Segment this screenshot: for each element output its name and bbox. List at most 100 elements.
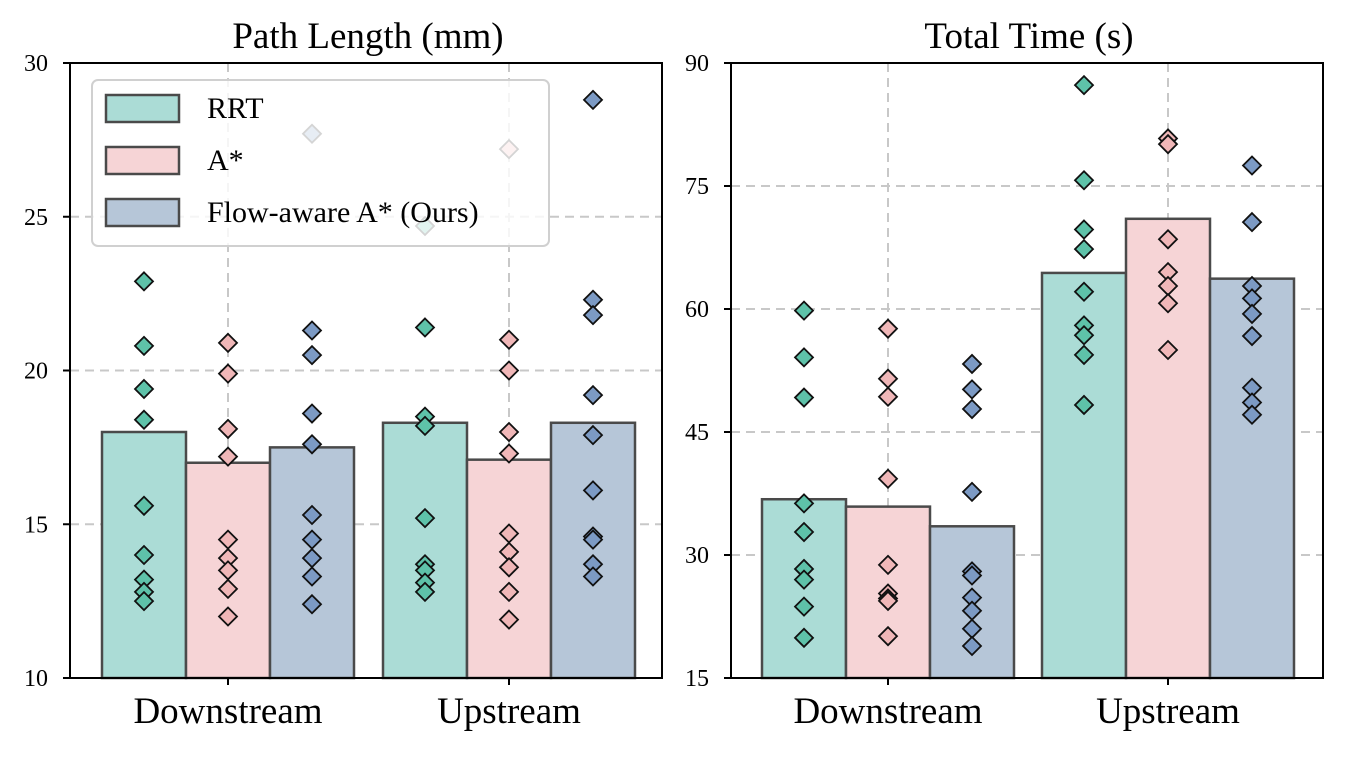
total-time-point-rrt-downstream xyxy=(793,596,815,617)
path-length-point-a-star-upstream xyxy=(498,360,520,381)
total-time-point-a-star-downstream xyxy=(877,590,899,612)
path-length-ytick-label: 10 xyxy=(24,666,48,692)
total-time-ytick-label: 90 xyxy=(685,51,709,77)
path-length-bar-flow-aware-a-star-ours-upstream xyxy=(549,421,637,680)
total-time-point-a-star-downstream xyxy=(877,625,899,647)
total-time-ytick-label: 60 xyxy=(685,297,709,323)
path-length-ytick-label: 30 xyxy=(24,51,48,77)
path-length-point-flow-aware-a-star-ours-downstream xyxy=(301,593,323,615)
total-time-point-a-star-downstream xyxy=(877,554,899,576)
path-length-point-flow-aware-a-star-ours-downstream xyxy=(301,504,323,526)
path-length-point-flow-aware-a-star-ours-upstream xyxy=(582,89,604,111)
total-time-point-flow-aware-a-star-ours-downstream xyxy=(961,481,983,503)
total-time-point-a-star-upstream xyxy=(1157,339,1179,361)
total-time-point-rrt-downstream xyxy=(793,569,815,590)
legend: RRT A* Flow-aware A* (Ours) xyxy=(91,79,550,247)
path-length-point-rrt-upstream xyxy=(414,317,436,338)
path-length-point-rrt-downstream xyxy=(133,378,155,400)
total-time-point-rrt-downstream xyxy=(793,493,815,514)
path-length-point-flow-aware-a-star-ours-upstream xyxy=(582,529,604,550)
total-time-point-rrt-upstream xyxy=(1073,219,1095,240)
total-time-point-rrt-upstream xyxy=(1073,324,1095,346)
path-length-point-rrt-downstream xyxy=(133,544,155,566)
total-time-point-flow-aware-a-star-ours-downstream xyxy=(961,379,983,400)
total-time-point-rrt-upstream xyxy=(1073,238,1095,260)
total-time-point-flow-aware-a-star-ours-downstream xyxy=(961,353,983,375)
legend-swatch-a-star xyxy=(104,145,181,176)
path-length-ytick-label: 25 xyxy=(24,205,48,231)
total-time-y-ticks: 15 30 45 60 75 90 xyxy=(685,51,731,692)
total-time-point-flow-aware-a-star-ours-upstream xyxy=(1241,325,1263,347)
path-length-point-rrt-upstream xyxy=(414,415,436,437)
total-time-title: Total Time (s) xyxy=(924,16,1133,57)
path-length-xtick-label-downstream: Downstream xyxy=(133,691,322,732)
total-time-ytick-label: 15 xyxy=(685,666,709,692)
path-length-point-a-star-upstream xyxy=(498,329,520,351)
path-length-point-a-star-upstream xyxy=(498,581,520,603)
path-length-point-flow-aware-a-star-ours-upstream xyxy=(582,384,604,406)
total-time-ytick-label: 45 xyxy=(685,420,709,446)
legend-label-a-star: A* xyxy=(207,144,244,177)
path-length-point-a-star-upstream xyxy=(498,421,520,443)
path-length-bar-rrt-upstream xyxy=(381,421,469,680)
total-time-points xyxy=(793,74,1263,657)
path-length-point-rrt-downstream xyxy=(133,590,155,612)
total-time-point-flow-aware-a-star-ours-downstream xyxy=(961,635,983,657)
path-length-point-a-star-upstream xyxy=(498,609,520,630)
total-time-point-rrt-upstream xyxy=(1073,169,1095,191)
total-time-point-rrt-upstream xyxy=(1073,394,1095,416)
path-length-point-flow-aware-a-star-ours-upstream xyxy=(582,480,604,501)
legend-label-flow-aware: Flow-aware A* (Ours) xyxy=(207,196,479,229)
path-length-point-rrt-upstream xyxy=(414,507,436,529)
total-time-point-a-star-upstream xyxy=(1157,133,1179,155)
total-time-point-flow-aware-a-star-ours-upstream xyxy=(1241,211,1263,233)
path-length-point-a-star-downstream xyxy=(217,418,239,440)
path-length-y-ticks: 10 15 20 25 30 xyxy=(24,51,70,692)
path-length-ytick-label: 15 xyxy=(24,512,48,538)
path-length-point-rrt-downstream xyxy=(133,495,155,517)
total-time-point-a-star-downstream xyxy=(877,386,899,408)
total-time-ytick-label: 75 xyxy=(685,174,709,200)
total-time-point-flow-aware-a-star-ours-upstream xyxy=(1241,303,1263,325)
path-length-xtick-label-upstream: Upstream xyxy=(437,691,581,732)
path-length-point-a-star-downstream xyxy=(217,606,239,627)
total-time-point-a-star-downstream xyxy=(877,318,899,339)
path-length-point-a-star-upstream xyxy=(498,557,520,578)
total-time-axes-frame xyxy=(730,62,1324,679)
path-length-point-rrt-downstream xyxy=(133,271,155,292)
path-length-point-a-star-downstream xyxy=(217,578,239,600)
total-time-point-flow-aware-a-star-ours-upstream xyxy=(1241,404,1263,426)
path-length-title: Path Length (mm) xyxy=(232,16,503,57)
legend-box xyxy=(91,79,550,247)
total-time-point-a-star-downstream xyxy=(877,468,899,490)
legend-label-rrt: RRT xyxy=(207,92,264,125)
path-length-point-flow-aware-a-star-ours-upstream xyxy=(582,304,604,326)
path-length-point-a-star-upstream xyxy=(498,443,520,464)
path-length-point-flow-aware-a-star-ours-downstream xyxy=(301,434,323,455)
total-time-point-rrt-downstream xyxy=(793,300,815,321)
path-length-point-rrt-upstream xyxy=(414,581,436,603)
path-length-ytick-label: 20 xyxy=(24,359,48,385)
total-time-point-rrt-upstream xyxy=(1073,344,1095,366)
path-length-point-rrt-downstream xyxy=(133,409,155,430)
total-time-x-ticks: Downstream Upstream xyxy=(793,678,1240,732)
path-length-point-flow-aware-a-star-ours-downstream xyxy=(301,566,323,587)
path-length-point-flow-aware-a-star-ours-downstream xyxy=(301,344,323,366)
path-length-point-a-star-downstream xyxy=(217,363,239,384)
total-time-point-rrt-upstream xyxy=(1073,74,1095,96)
total-time-point-flow-aware-a-star-ours-downstream xyxy=(961,565,983,586)
total-time-xtick-label-upstream: Upstream xyxy=(1096,691,1240,732)
total-time-panel: Total Time (s) 15 30 45 60 75 90 Downstream Up… xyxy=(685,16,1324,732)
path-length-point-rrt-downstream xyxy=(133,335,155,357)
total-time-point-rrt-downstream xyxy=(793,627,815,649)
total-time-point-flow-aware-a-star-ours-downstream xyxy=(961,398,983,420)
path-length-point-flow-aware-a-star-ours-downstream xyxy=(301,403,323,424)
path-length-point-flow-aware-a-star-ours-upstream xyxy=(582,566,604,587)
legend-swatch-rrt xyxy=(104,93,181,124)
path-length-point-flow-aware-a-star-ours-downstream xyxy=(301,320,323,341)
total-time-point-rrt-downstream xyxy=(793,521,815,543)
total-time-xtick-label-downstream: Downstream xyxy=(793,691,982,732)
total-time-bars xyxy=(760,217,1296,680)
path-length-point-a-star-downstream xyxy=(217,446,239,467)
